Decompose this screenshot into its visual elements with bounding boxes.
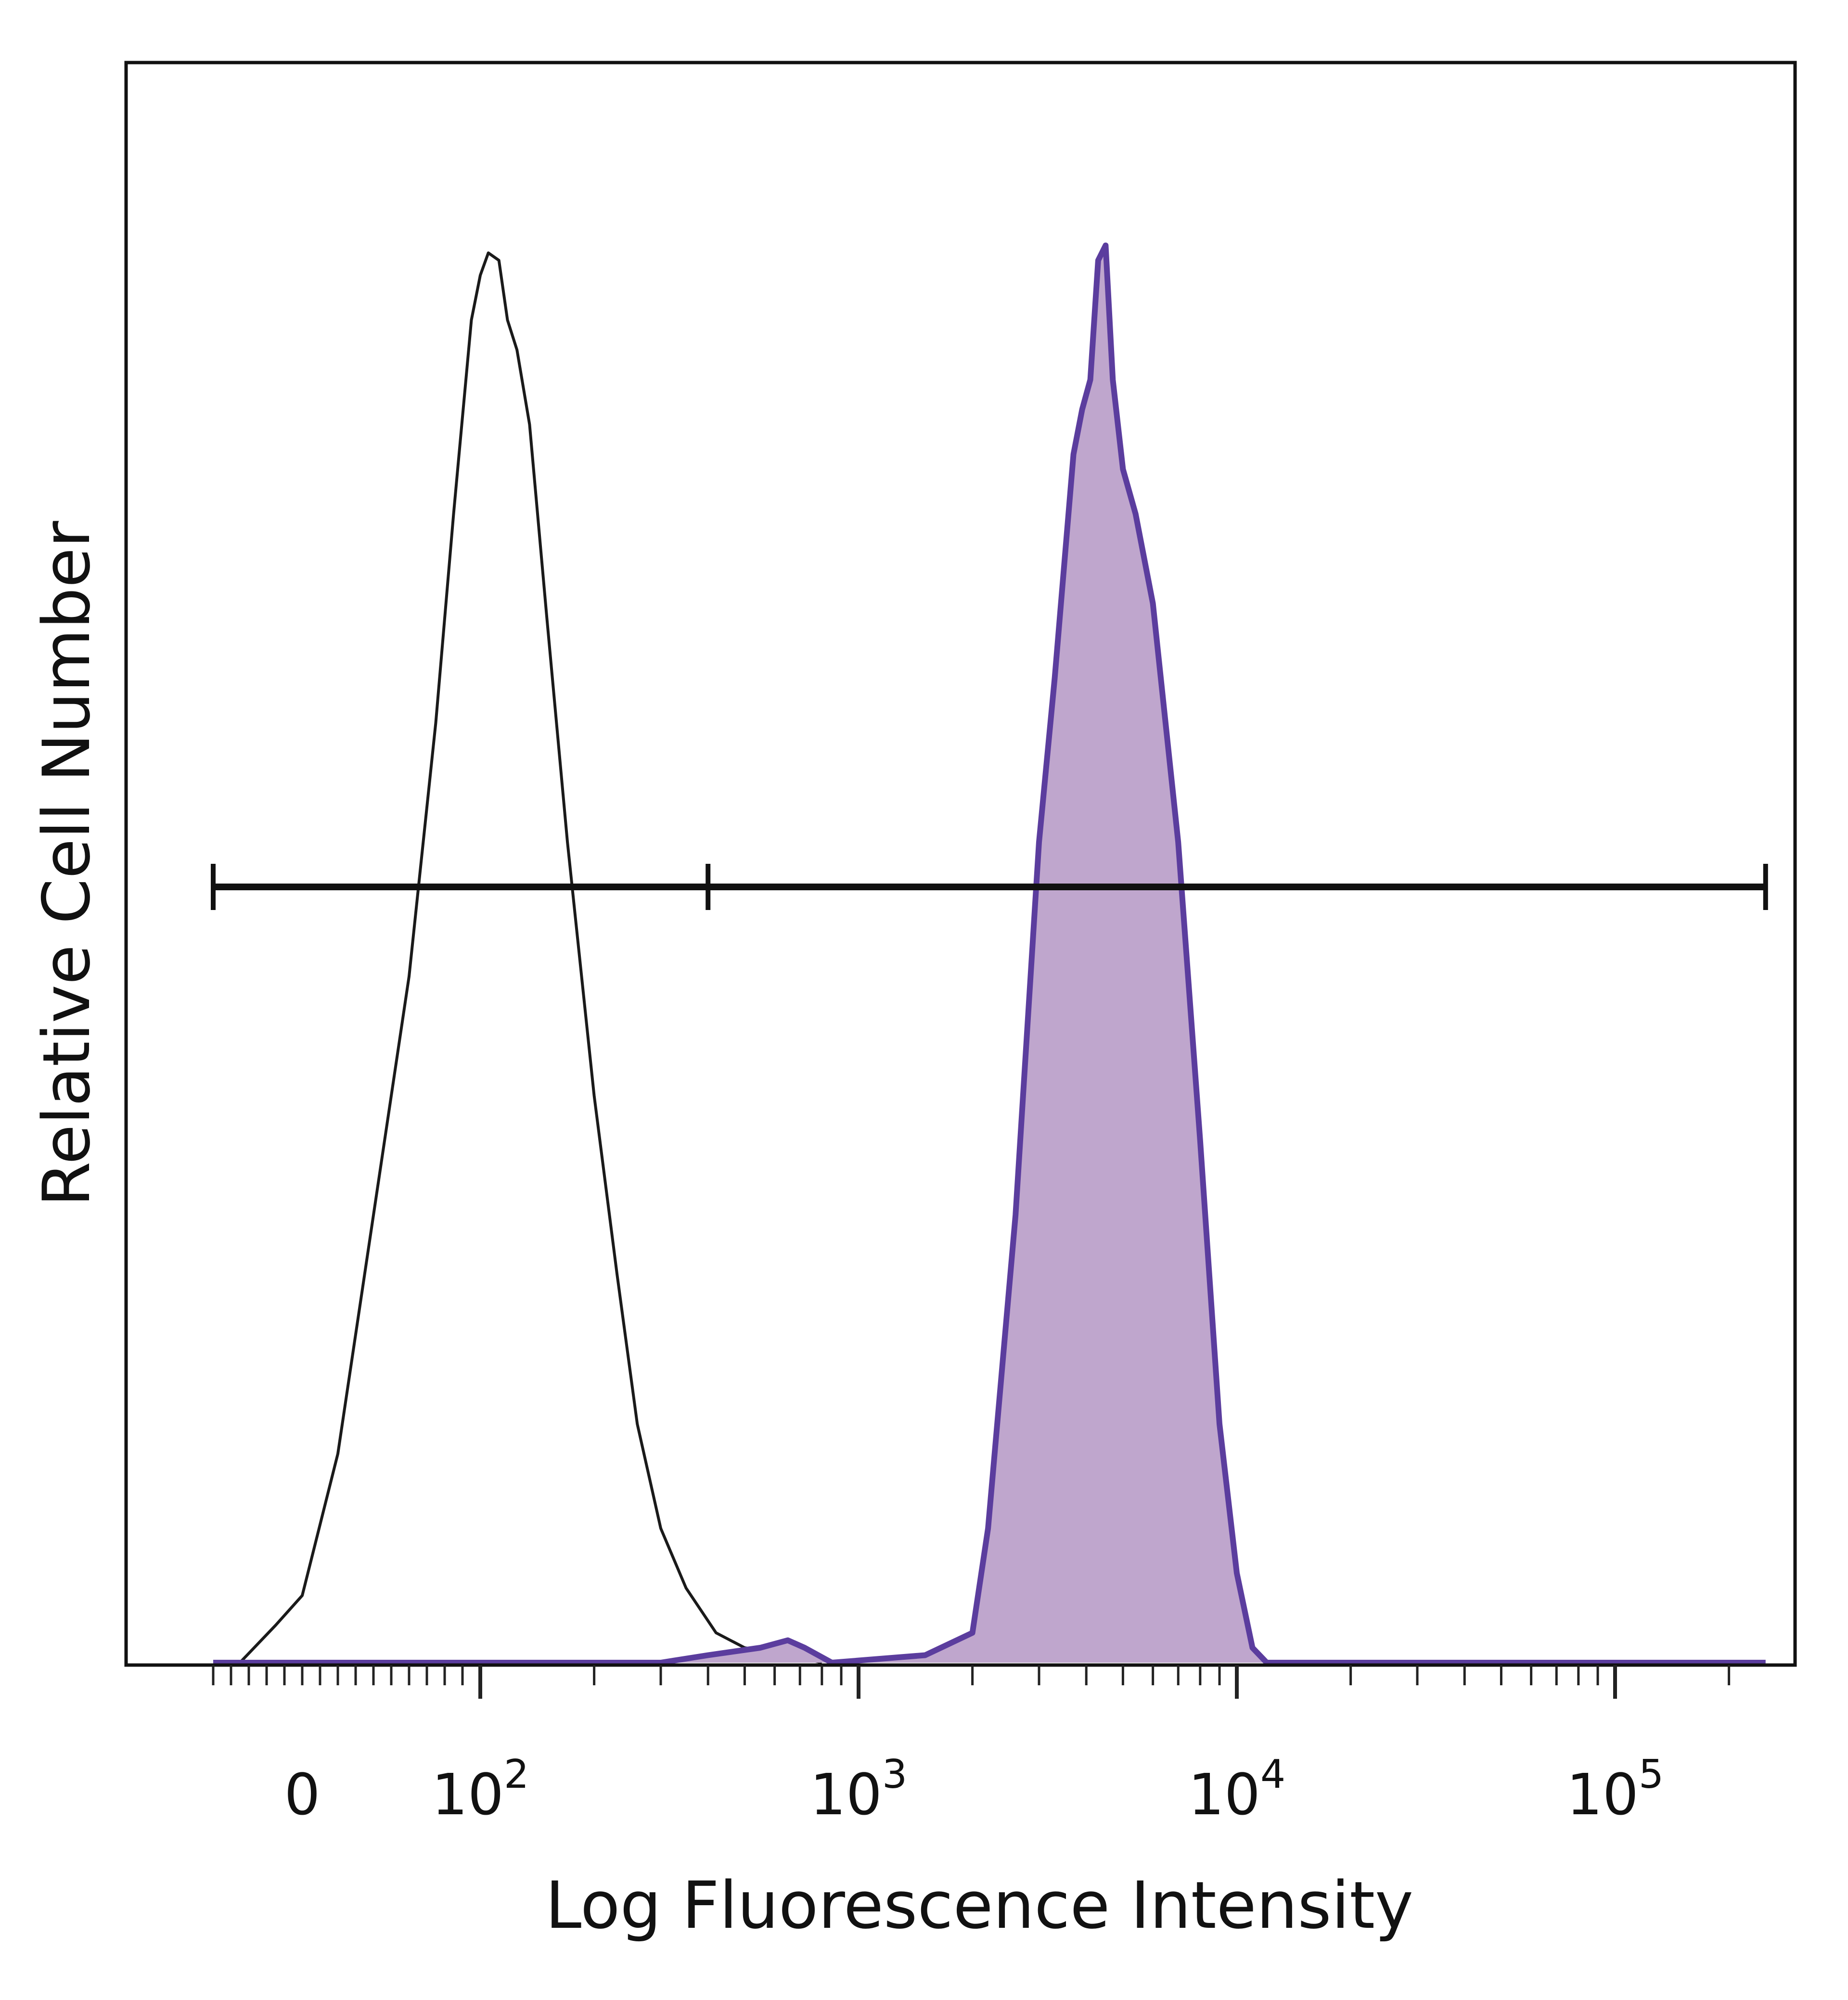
x-tick-label-0: 0	[284, 1761, 320, 1828]
x-axis-title: Log Fluorescence Intensity	[545, 1868, 1413, 1943]
gate-marker	[211, 864, 1768, 910]
x-axis-ticks	[212, 1665, 1731, 1699]
plot-frame	[124, 61, 1797, 1667]
x-tick-label-4: 105	[1566, 1752, 1664, 1828]
x-tick-label-2: 103	[810, 1752, 907, 1828]
series-1-outline	[213, 243, 1766, 1666]
x-axis-tick-labels: 0 102 103 104 105	[284, 1752, 1664, 1828]
series-layer	[213, 243, 1766, 1666]
series-0-outline	[239, 251, 822, 1664]
y-axis-title: Relative Cell Number	[29, 521, 104, 1206]
x-tick-label-3: 104	[1188, 1752, 1285, 1828]
x-tick-label-1: 102	[432, 1752, 529, 1828]
